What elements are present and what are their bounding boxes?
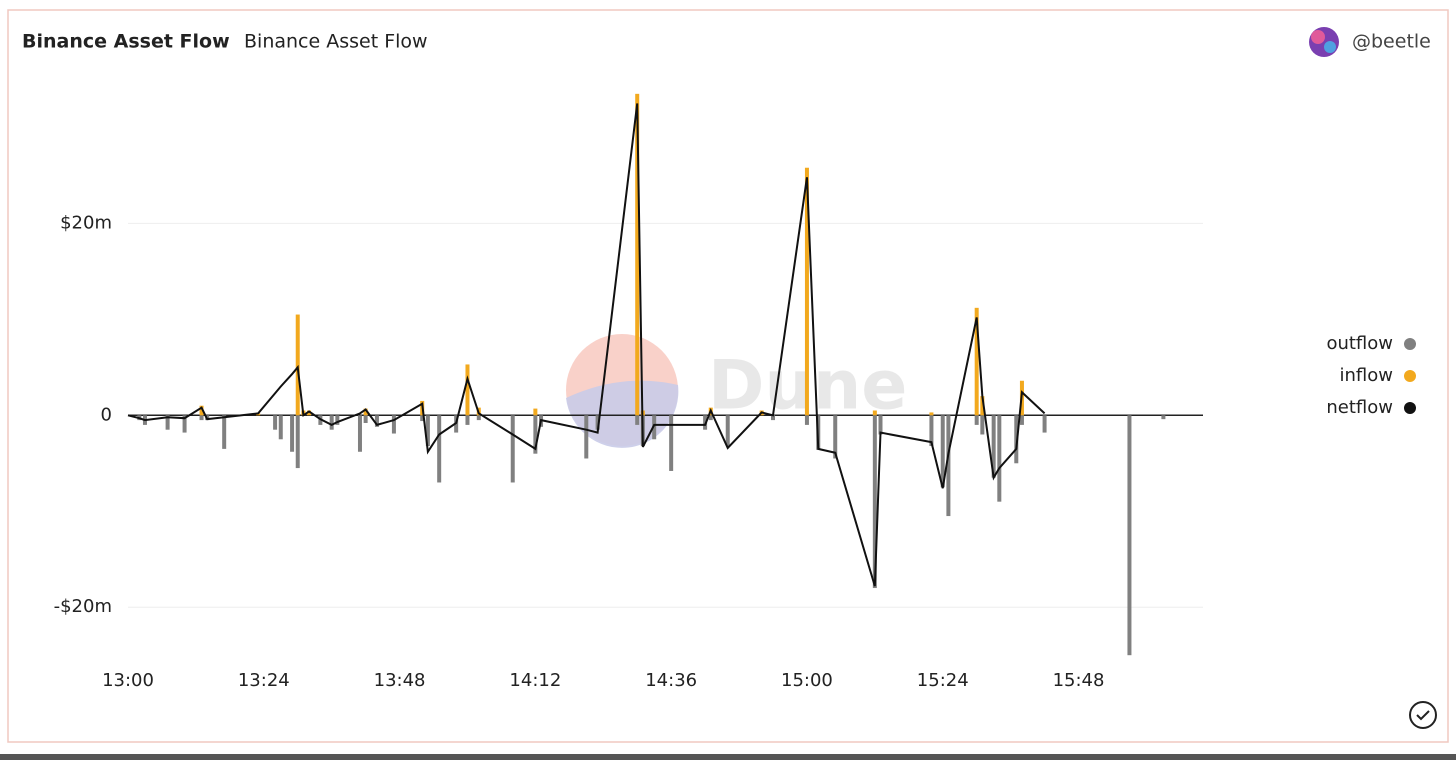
bar bbox=[771, 415, 775, 421]
bar bbox=[290, 415, 295, 452]
x-tick-label: 15:00 bbox=[781, 670, 833, 691]
legend-label: outflow bbox=[1326, 333, 1393, 354]
x-tick-label: 15:24 bbox=[917, 670, 969, 691]
y-tick-label: 0 bbox=[101, 404, 112, 425]
bar bbox=[940, 415, 945, 488]
bar bbox=[1127, 415, 1132, 656]
bar bbox=[307, 410, 312, 416]
bar bbox=[584, 415, 589, 459]
bar bbox=[1161, 415, 1166, 420]
card bbox=[7, 9, 1449, 743]
legend-swatch bbox=[1404, 338, 1416, 350]
bar bbox=[437, 415, 442, 483]
avatar-detail bbox=[1324, 41, 1336, 53]
check-icon[interactable] bbox=[1409, 701, 1437, 729]
page-strip bbox=[0, 754, 1456, 760]
x-tick-label: 14:36 bbox=[645, 670, 697, 691]
bar bbox=[833, 415, 838, 459]
y-tick-label: $20m bbox=[60, 212, 112, 233]
bar bbox=[708, 415, 713, 421]
author: @beetle bbox=[1352, 31, 1431, 53]
bar bbox=[1019, 415, 1024, 425]
bar bbox=[510, 415, 515, 483]
bar bbox=[872, 410, 877, 416]
line bbox=[127, 103, 1046, 587]
bar bbox=[465, 415, 470, 425]
bar bbox=[222, 415, 227, 449]
bar bbox=[980, 396, 985, 416]
x-tick-label: 13:24 bbox=[238, 670, 290, 691]
bar bbox=[974, 307, 979, 416]
bar bbox=[878, 415, 883, 435]
bar bbox=[533, 415, 538, 454]
bar bbox=[295, 314, 300, 416]
x-tick-label: 15:48 bbox=[1053, 670, 1105, 691]
x-tick-label: 13:48 bbox=[374, 670, 426, 691]
legend-label: netflow bbox=[1326, 397, 1393, 418]
bar bbox=[533, 408, 538, 416]
x-tick-label: 13:00 bbox=[102, 670, 154, 691]
bar bbox=[725, 415, 730, 447]
bar bbox=[199, 415, 204, 421]
bar bbox=[199, 405, 204, 416]
legend-swatch bbox=[1404, 402, 1416, 414]
bar bbox=[273, 415, 278, 430]
bar bbox=[165, 415, 170, 430]
bar bbox=[425, 415, 430, 447]
bar bbox=[329, 415, 334, 430]
bar bbox=[374, 415, 379, 427]
bar bbox=[652, 415, 657, 440]
bar bbox=[363, 408, 368, 416]
bar bbox=[974, 415, 979, 425]
bar bbox=[420, 415, 425, 422]
chart-title: Binance Asset Flow bbox=[22, 31, 230, 53]
legend-label: inflow bbox=[1340, 365, 1393, 386]
bar bbox=[991, 415, 996, 478]
bar bbox=[997, 415, 1002, 502]
bar bbox=[804, 415, 809, 425]
bar bbox=[635, 415, 640, 425]
plot: -$20m 0 $20m 13:00 13:24 13:48 14:12 14:36 15:00… bbox=[54, 93, 1416, 691]
bar bbox=[476, 415, 481, 421]
check-mark bbox=[1416, 710, 1430, 721]
bar bbox=[182, 415, 187, 433]
bar bbox=[357, 415, 362, 452]
bar bbox=[804, 167, 809, 416]
bar bbox=[929, 412, 934, 416]
bar bbox=[872, 415, 877, 589]
bar bbox=[465, 364, 470, 416]
x-tick-label: 14:12 bbox=[509, 670, 561, 691]
bar bbox=[335, 415, 340, 425]
bar bbox=[669, 415, 674, 471]
bar bbox=[391, 415, 396, 434]
bar bbox=[946, 415, 951, 517]
bar bbox=[1042, 415, 1047, 433]
bar bbox=[980, 415, 985, 435]
legend-swatch bbox=[1404, 370, 1416, 382]
chart-subtitle: Binance Asset Flow bbox=[244, 31, 428, 53]
bar bbox=[635, 93, 640, 416]
y-tick-label: -$20m bbox=[54, 596, 112, 617]
bar bbox=[595, 415, 600, 430]
avatar-detail bbox=[1311, 30, 1325, 44]
bar bbox=[363, 415, 368, 423]
bar bbox=[295, 415, 300, 469]
bar bbox=[929, 415, 934, 447]
bar bbox=[278, 415, 283, 440]
